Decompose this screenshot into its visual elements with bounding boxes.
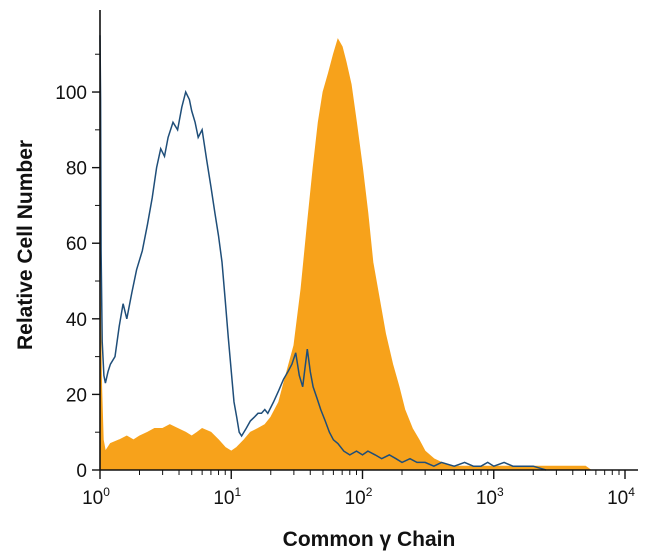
y-tick-label: 80 (66, 159, 87, 180)
y-axis-title: Relative Cell Number (14, 140, 37, 350)
x-ticks: 100 101 102 103 104 (82, 470, 635, 509)
y-tick-label: 0 (76, 461, 87, 482)
outline-histogram-series (99, 35, 547, 471)
x-tick-label: 103 (476, 485, 504, 509)
axes (99, 10, 638, 471)
x-tick-label: 104 (607, 485, 635, 509)
x-axis-title: Common γ Chain (283, 528, 456, 551)
x-tick-label: 102 (345, 485, 373, 509)
x-tick-label: 100 (82, 485, 110, 509)
y-ticks: 0 20 40 60 80 100 (55, 53, 100, 482)
y-tick-label: 40 (66, 310, 87, 331)
x-tick-label: 101 (213, 485, 241, 509)
filled-histogram-series (99, 38, 593, 471)
y-tick-label: 20 (66, 385, 87, 406)
y-tick-label: 100 (55, 83, 87, 104)
y-tick-label: 60 (66, 234, 87, 255)
plot-area (99, 35, 593, 471)
